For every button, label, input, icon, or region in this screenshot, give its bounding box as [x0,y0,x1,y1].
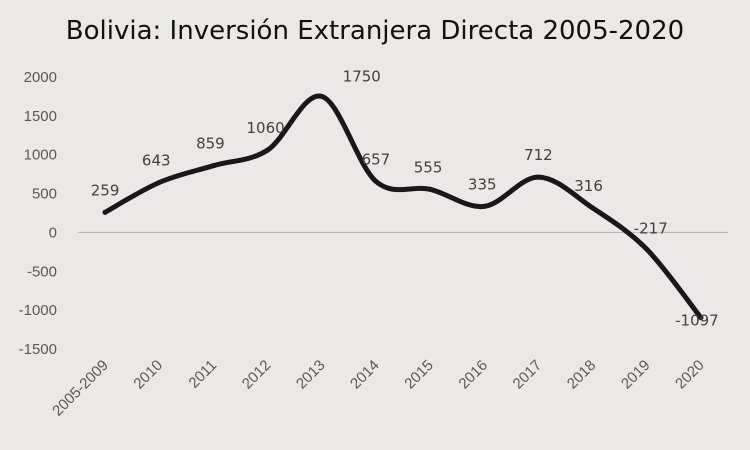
chart-title: Bolivia: Inversión Extranjera Directa 20… [65,16,685,46]
data-point [210,163,216,169]
y-tick-label: 1000 [24,147,57,164]
data-label: 1060 [246,119,284,137]
data-label: 859 [196,135,225,153]
data-label: 316 [574,177,603,195]
data-point [373,178,379,184]
data-point [319,93,325,99]
data-label: -217 [634,219,668,237]
data-label: 712 [524,146,553,164]
y-tick-label: 1500 [24,108,57,125]
y-tick-label: 0 [49,224,57,241]
data-label: -1097 [675,312,719,330]
data-point [535,174,541,180]
y-tick-label: -500 [27,263,57,280]
data-point [481,203,487,209]
y-tick-label: 500 [32,186,57,203]
y-tick-label: 2000 [24,69,57,86]
y-tick-label: -1000 [19,302,57,319]
data-label: 555 [414,158,443,176]
data-point [698,315,704,321]
data-point [427,186,433,192]
x-tick-label: 2005-2009 [49,357,112,420]
data-label: 643 [142,151,171,169]
data-label: 335 [468,175,497,193]
x-tick-label: 2020 [672,357,708,393]
y-tick-label: -1500 [19,341,57,358]
data-point [590,205,596,211]
x-tick-label: 2016 [455,357,491,393]
data-point [644,246,650,252]
x-tick-label: 2017 [510,357,546,393]
data-point [156,179,162,185]
data-point [265,147,271,153]
x-tick-label: 2014 [347,357,383,393]
data-label: 657 [362,150,391,168]
series-line [102,93,704,321]
x-tick-label: 2015 [401,357,437,393]
x-tick-label: 2019 [618,357,654,393]
x-tick-label: 2013 [293,357,329,393]
data-point [102,209,108,215]
data-label: 259 [91,181,120,199]
x-tick-label: 2010 [130,357,166,393]
x-tick-label: 2012 [239,357,275,393]
x-tick-label: 2018 [564,357,600,393]
x-tick-label: 2011 [185,357,220,392]
data-label: 1750 [343,67,381,85]
